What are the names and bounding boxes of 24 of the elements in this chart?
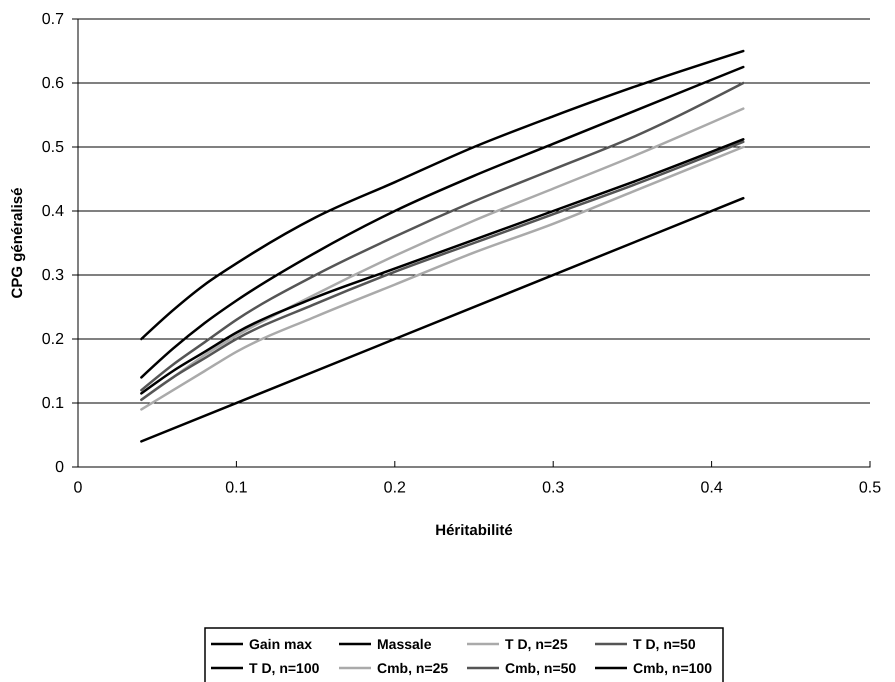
y-tick-label: 0.4 [42, 203, 64, 220]
legend-label: T D, n=50 [633, 636, 696, 652]
y-axis-title: CPG généralisé [9, 188, 26, 298]
legend-label: Massale [377, 636, 432, 652]
x-tick-label: 0.3 [542, 479, 564, 496]
legend-label: Cmb, n=100 [633, 660, 712, 676]
x-tick-label: 0.2 [384, 479, 406, 496]
legend-label: Gain max [249, 636, 312, 652]
x-tick-label: 0.4 [700, 479, 723, 496]
x-tick-label: 0.1 [225, 479, 248, 496]
y-tick-label: 0 [55, 459, 64, 476]
legend-label: T D, n=25 [505, 636, 568, 652]
y-tick-label: 0.7 [42, 11, 64, 28]
legend-label: Cmb, n=50 [505, 660, 576, 676]
y-tick-label: 0.6 [42, 75, 64, 92]
y-tick-label: 0.3 [42, 267, 64, 284]
legend-label: T D, n=100 [249, 660, 320, 676]
y-tick-label: 0.1 [42, 395, 64, 412]
legend-label: Cmb, n=25 [377, 660, 448, 676]
x-tick-label: 0 [74, 479, 83, 496]
x-tick-label: 0.5 [858, 479, 882, 496]
x-axis-title: Héritabilité [435, 522, 513, 539]
y-tick-label: 0.5 [42, 139, 64, 156]
y-tick-label: 0.2 [42, 331, 64, 348]
